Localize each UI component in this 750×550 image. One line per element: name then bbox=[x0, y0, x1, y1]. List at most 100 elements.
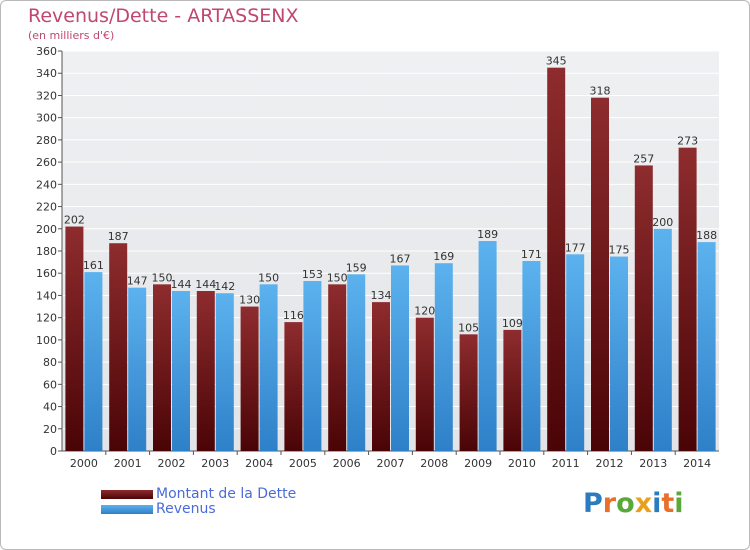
bar-debt bbox=[591, 97, 609, 452]
x-tick-label: 2006 bbox=[333, 457, 361, 470]
value-label-debt: 345 bbox=[546, 55, 567, 68]
bar-revenue bbox=[522, 261, 541, 451]
x-tick-label: 2002 bbox=[158, 457, 186, 470]
x-tick-label: 2003 bbox=[201, 457, 229, 470]
x-tick-label: 2007 bbox=[377, 457, 405, 470]
x-tick-label: 2008 bbox=[420, 457, 448, 470]
y-tick-label: 40 bbox=[43, 401, 57, 414]
value-label-debt: 109 bbox=[502, 317, 523, 330]
bar-debt bbox=[109, 243, 128, 451]
x-tick-label: 2011 bbox=[552, 457, 580, 470]
chart-subtitle: (en milliers d'€) bbox=[28, 29, 115, 42]
value-label-debt: 273 bbox=[677, 135, 698, 148]
bar-debt bbox=[415, 317, 434, 451]
bar-debt bbox=[678, 147, 697, 451]
y-tick-label: 0 bbox=[50, 445, 57, 458]
bar-revenue bbox=[303, 281, 322, 451]
value-label-revenue: 150 bbox=[258, 271, 279, 284]
y-tick-label: 100 bbox=[36, 334, 57, 347]
value-label-debt: 144 bbox=[195, 278, 216, 291]
bar-revenue bbox=[259, 284, 278, 451]
bar-debt bbox=[503, 329, 522, 451]
bar-revenue bbox=[128, 287, 147, 451]
logo-letter: P bbox=[583, 488, 603, 519]
legend-label-debt: Montant de la Dette bbox=[156, 486, 297, 502]
value-label-revenue: 153 bbox=[302, 268, 323, 281]
bar-revenue bbox=[653, 228, 672, 451]
bar-revenue bbox=[566, 254, 585, 451]
y-tick-label: 260 bbox=[36, 156, 57, 169]
x-tick-label: 2013 bbox=[639, 457, 667, 470]
bar-revenue bbox=[478, 241, 497, 451]
bar-debt bbox=[634, 165, 653, 451]
value-label-revenue: 171 bbox=[521, 248, 542, 261]
value-label-revenue: 188 bbox=[696, 229, 717, 242]
y-tick-label: 320 bbox=[36, 89, 57, 102]
logo-letter: o bbox=[616, 488, 635, 519]
bar-debt bbox=[459, 334, 478, 451]
value-label-revenue: 161 bbox=[83, 259, 104, 272]
logo-letter: t bbox=[661, 488, 675, 519]
y-tick-label: 140 bbox=[36, 289, 57, 302]
bar-revenue bbox=[697, 242, 716, 451]
value-label-debt: 150 bbox=[152, 271, 173, 284]
bar-debt bbox=[547, 67, 566, 452]
bar-revenue bbox=[434, 263, 453, 451]
y-tick-label: 300 bbox=[36, 112, 57, 125]
logo-letter: i bbox=[674, 488, 684, 519]
y-tick-label: 160 bbox=[36, 267, 57, 280]
x-tick-label: 2014 bbox=[683, 457, 711, 470]
value-label-debt: 120 bbox=[414, 305, 435, 318]
logo-letter: x bbox=[634, 488, 653, 519]
y-tick-label: 340 bbox=[36, 67, 57, 80]
chart-title: Revenus/Dette - ARTASSENX bbox=[28, 5, 299, 27]
bar-debt bbox=[240, 306, 259, 451]
bar-revenue bbox=[215, 293, 234, 451]
logo-letter: r bbox=[602, 488, 617, 519]
value-label-revenue: 142 bbox=[214, 280, 235, 293]
y-tick-label: 220 bbox=[36, 201, 57, 214]
value-label-revenue: 147 bbox=[127, 275, 148, 288]
x-tick-label: 2012 bbox=[596, 457, 624, 470]
x-tick-label: 2005 bbox=[289, 457, 317, 470]
value-label-debt: 130 bbox=[239, 294, 260, 307]
value-label-debt: 318 bbox=[590, 85, 611, 98]
y-tick-label: 180 bbox=[36, 245, 57, 258]
bar-revenue bbox=[391, 265, 409, 451]
legend-item-debt: Montant de la Dette bbox=[101, 487, 296, 502]
bar-debt bbox=[328, 284, 347, 451]
bar-debt bbox=[284, 322, 303, 451]
value-label-revenue: 175 bbox=[609, 244, 630, 257]
value-label-revenue: 169 bbox=[433, 250, 454, 263]
y-tick-label: 80 bbox=[43, 356, 57, 369]
value-label-revenue: 200 bbox=[652, 216, 673, 229]
legend-swatch-debt bbox=[101, 490, 153, 499]
value-label-revenue: 159 bbox=[346, 261, 367, 274]
y-tick-label: 120 bbox=[36, 312, 57, 325]
bar-revenue bbox=[610, 256, 628, 451]
y-tick-label: 20 bbox=[43, 423, 57, 436]
value-label-revenue: 177 bbox=[565, 241, 586, 254]
legend: Montant de la Dette Revenus bbox=[101, 487, 296, 517]
x-tick-label: 2000 bbox=[70, 457, 98, 470]
bar-revenue bbox=[172, 291, 190, 451]
legend-item-revenue: Revenus bbox=[101, 502, 296, 517]
x-tick-label: 2001 bbox=[114, 457, 142, 470]
y-tick-label: 360 bbox=[36, 45, 57, 58]
y-tick-label: 240 bbox=[36, 178, 57, 191]
legend-label-revenue: Revenus bbox=[156, 501, 216, 517]
value-label-debt: 257 bbox=[633, 152, 654, 165]
value-label-revenue: 144 bbox=[171, 278, 192, 291]
value-label-debt: 150 bbox=[327, 271, 348, 284]
y-tick-label: 200 bbox=[36, 223, 57, 236]
logo-letter: i bbox=[652, 488, 662, 519]
bar-revenue bbox=[347, 274, 366, 451]
proxiti-logo: Proxiti bbox=[583, 488, 684, 519]
x-tick-label: 2010 bbox=[508, 457, 536, 470]
value-label-revenue: 189 bbox=[477, 228, 498, 241]
bar-revenue bbox=[84, 272, 103, 451]
bar-debt bbox=[196, 291, 215, 451]
value-label-debt: 187 bbox=[108, 230, 129, 243]
